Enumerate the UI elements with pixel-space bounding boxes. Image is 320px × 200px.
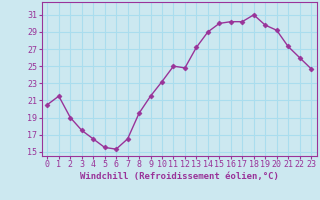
X-axis label: Windchill (Refroidissement éolien,°C): Windchill (Refroidissement éolien,°C) — [80, 172, 279, 181]
